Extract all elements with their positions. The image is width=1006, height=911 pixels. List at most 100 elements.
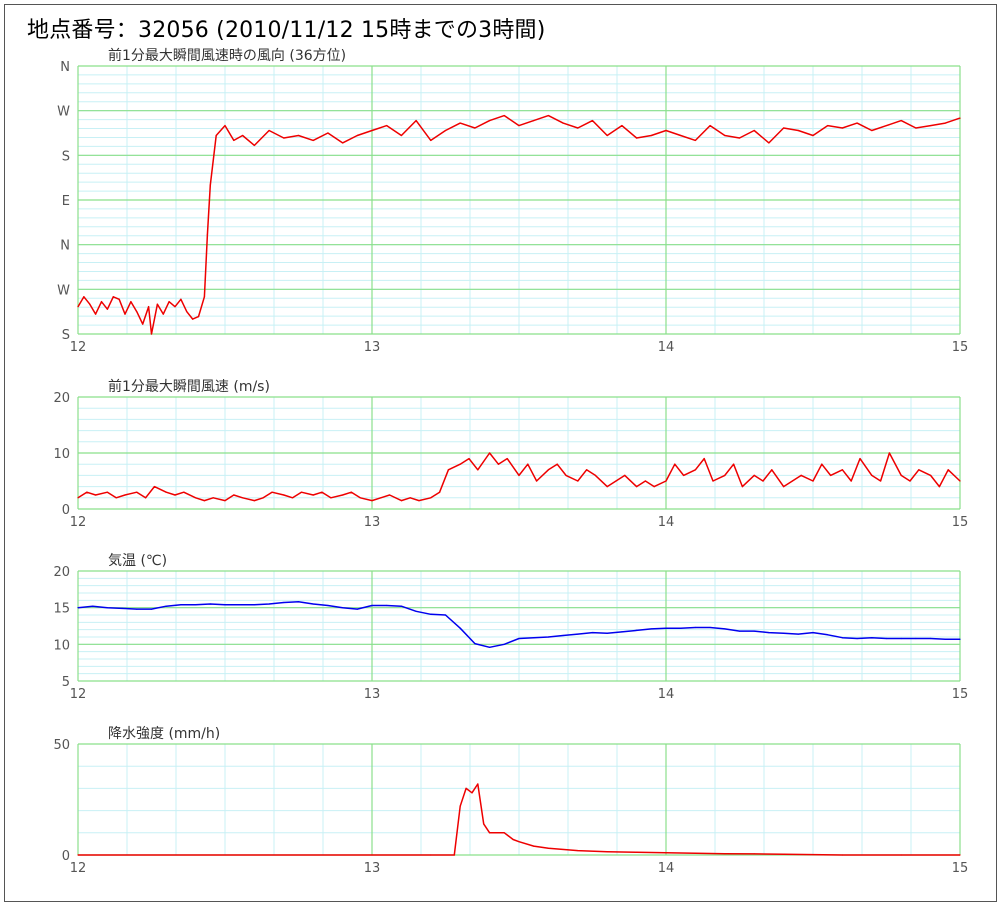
data-point xyxy=(147,306,150,308)
data-point xyxy=(359,497,361,499)
data-point xyxy=(841,127,844,129)
data-point xyxy=(512,838,514,841)
data-point xyxy=(624,474,626,476)
data-point xyxy=(871,129,873,132)
data-point xyxy=(547,469,550,471)
data-point xyxy=(533,637,535,639)
y-tick-label: 0 xyxy=(62,503,70,518)
data-point xyxy=(386,124,388,127)
data-point xyxy=(268,603,270,605)
data-point xyxy=(489,119,491,122)
data-point xyxy=(283,494,285,496)
data-point xyxy=(106,607,108,609)
data-point xyxy=(356,134,358,137)
y-tick-label: 5 xyxy=(62,675,70,690)
data-point xyxy=(312,139,314,142)
data-point xyxy=(112,296,114,298)
data-point xyxy=(753,129,755,132)
y-tick-label: N xyxy=(60,60,70,75)
data-point xyxy=(297,601,300,603)
x-tick-label: 14 xyxy=(658,861,675,876)
data-point xyxy=(591,119,594,122)
data-point xyxy=(753,474,755,476)
data-point xyxy=(650,628,652,630)
data-point xyxy=(150,608,153,610)
data-point xyxy=(342,607,344,609)
chart-precipitation: 0 50 12 13 14 15 降水強度 (mm/h) xyxy=(53,726,968,876)
data-point xyxy=(224,500,226,502)
data-point xyxy=(380,497,382,499)
data-point xyxy=(136,608,138,610)
data-point xyxy=(453,854,455,856)
data-point xyxy=(253,500,255,502)
data-point xyxy=(797,129,799,132)
data-point xyxy=(312,603,314,605)
data-point xyxy=(636,137,638,139)
chart-title: 前1分最大瞬間風速 (m/s) xyxy=(108,378,270,395)
data-point xyxy=(165,605,167,607)
y-tick-label: E xyxy=(62,194,70,209)
data-point xyxy=(885,637,888,640)
data-point xyxy=(859,458,861,460)
data-point xyxy=(733,463,735,465)
data-point xyxy=(439,491,441,493)
data-point xyxy=(409,497,411,499)
data-point xyxy=(389,494,391,496)
data-point xyxy=(106,308,108,310)
data-point xyxy=(724,628,726,630)
data-point xyxy=(741,486,744,488)
data-point xyxy=(900,854,902,856)
data-point xyxy=(918,469,920,471)
x-tick-label: 15 xyxy=(952,687,969,702)
y-tick-label: 10 xyxy=(53,638,70,653)
data-point xyxy=(503,832,505,834)
data-point xyxy=(812,632,814,634)
data-point xyxy=(130,301,132,303)
chart-title: 降水強度 (mm/h) xyxy=(108,726,220,742)
data-point xyxy=(724,134,726,137)
data-point xyxy=(95,494,97,496)
data-point xyxy=(783,127,785,129)
data-point xyxy=(253,604,255,606)
data-point xyxy=(212,497,214,499)
data-point xyxy=(556,463,558,465)
data-point xyxy=(242,134,244,137)
x-tick-label: 13 xyxy=(364,340,381,355)
data-point xyxy=(180,604,182,606)
data-point xyxy=(195,604,197,606)
data-point xyxy=(944,122,946,124)
data-point xyxy=(203,500,206,502)
data-point xyxy=(118,298,120,300)
data-point xyxy=(83,296,85,298)
data-point xyxy=(830,474,832,476)
data-point xyxy=(636,486,638,488)
data-point xyxy=(694,469,697,471)
data-point xyxy=(606,632,608,634)
x-tick-label: 12 xyxy=(70,340,87,355)
data-point xyxy=(465,787,467,790)
x-tick-label: 14 xyxy=(658,687,675,702)
data-point xyxy=(900,637,902,640)
data-point xyxy=(206,234,208,236)
data-point xyxy=(680,134,682,137)
data-point xyxy=(577,127,579,129)
data-point xyxy=(762,480,764,482)
data-point xyxy=(800,474,802,476)
data-point xyxy=(415,610,417,612)
data-point xyxy=(738,630,741,632)
data-point xyxy=(124,313,126,315)
data-point xyxy=(827,634,829,636)
data-point xyxy=(183,491,185,493)
data-point xyxy=(562,634,564,637)
data-point xyxy=(327,604,329,607)
data-point xyxy=(915,127,917,129)
data-point xyxy=(768,142,770,144)
data-point xyxy=(371,604,373,607)
data-point xyxy=(547,115,550,117)
data-point xyxy=(506,458,508,460)
data-point xyxy=(665,480,667,482)
data-point xyxy=(459,627,461,629)
data-point xyxy=(712,480,714,482)
data-point xyxy=(186,311,188,313)
data-point xyxy=(930,474,932,476)
